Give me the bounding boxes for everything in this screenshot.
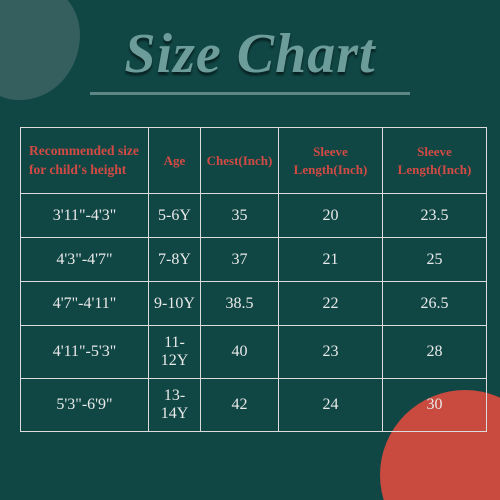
col-header-chest: Chest(Inch) — [201, 128, 279, 194]
size-chart-table-wrap: Recommended size for child's height Age … — [20, 127, 480, 432]
cell-age: 13-14Y — [149, 379, 201, 432]
cell-chest: 42 — [201, 379, 279, 432]
cell-sleeve-2: 26.5 — [383, 282, 487, 326]
cell-sleeve-1: 24 — [279, 379, 383, 432]
page-title: Size Chart — [0, 0, 500, 95]
table-row: 5'3"-6'9" 13-14Y 42 24 30 — [21, 379, 487, 432]
cell-height: 4'3"-4'7" — [21, 238, 149, 282]
cell-chest: 40 — [201, 326, 279, 379]
col-header-sleeve-2: Sleeve Length(Inch) — [383, 128, 487, 194]
cell-sleeve-1: 23 — [279, 326, 383, 379]
cell-age: 7-8Y — [149, 238, 201, 282]
table-body: 3'11"-4'3" 5-6Y 35 20 23.5 4'3"-4'7" 7-8… — [21, 194, 487, 432]
cell-sleeve-2: 23.5 — [383, 194, 487, 238]
cell-chest: 35 — [201, 194, 279, 238]
col-header-age: Age — [149, 128, 201, 194]
table-row: 3'11"-4'3" 5-6Y 35 20 23.5 — [21, 194, 487, 238]
cell-age: 5-6Y — [149, 194, 201, 238]
cell-age: 9-10Y — [149, 282, 201, 326]
cell-sleeve-2: 25 — [383, 238, 487, 282]
cell-sleeve-2: 30 — [383, 379, 487, 432]
cell-sleeve-1: 21 — [279, 238, 383, 282]
cell-chest: 38.5 — [201, 282, 279, 326]
cell-height: 5'3"-6'9" — [21, 379, 149, 432]
cell-sleeve-1: 20 — [279, 194, 383, 238]
table-row: 4'3"-4'7" 7-8Y 37 21 25 — [21, 238, 487, 282]
cell-age: 11-12Y — [149, 326, 201, 379]
table-header-row: Recommended size for child's height Age … — [21, 128, 487, 194]
col-header-height: Recommended size for child's height — [21, 128, 149, 194]
cell-height: 4'7"-4'11" — [21, 282, 149, 326]
table-row: 4'7"-4'11" 9-10Y 38.5 22 26.5 — [21, 282, 487, 326]
size-chart-table: Recommended size for child's height Age … — [20, 127, 487, 432]
cell-height: 4'11"-5'3" — [21, 326, 149, 379]
title-underline — [90, 92, 410, 95]
col-header-sleeve-1: Sleeve Length(Inch) — [279, 128, 383, 194]
table-header: Recommended size for child's height Age … — [21, 128, 487, 194]
cell-sleeve-2: 28 — [383, 326, 487, 379]
title-text: Size Chart — [124, 23, 375, 85]
table-row: 4'11"-5'3" 11-12Y 40 23 28 — [21, 326, 487, 379]
cell-chest: 37 — [201, 238, 279, 282]
cell-height: 3'11"-4'3" — [21, 194, 149, 238]
cell-sleeve-1: 22 — [279, 282, 383, 326]
